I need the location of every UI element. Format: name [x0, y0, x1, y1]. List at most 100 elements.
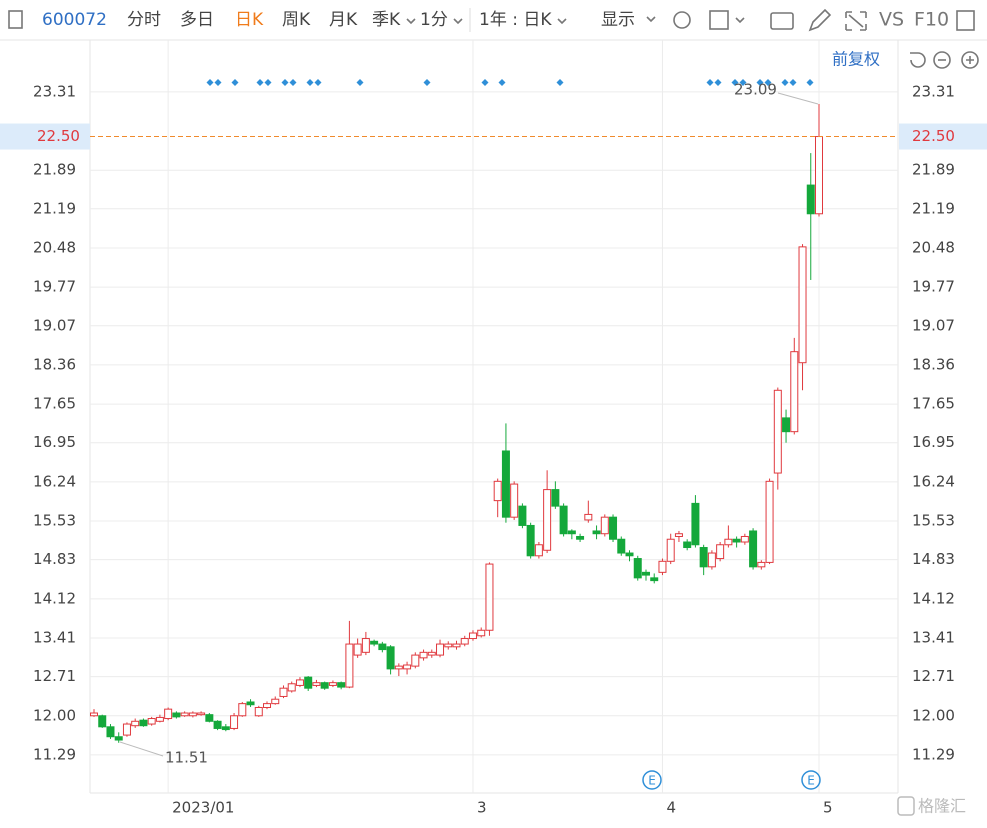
candle-body [633, 558, 642, 579]
y-tick-label: 14.12 [33, 589, 76, 607]
y-tick-label: 13.41 [912, 628, 955, 646]
signal-marker [764, 79, 772, 86]
candle-body [798, 246, 807, 364]
candle-body [600, 516, 609, 535]
fullscreen-icon[interactable] [845, 11, 867, 31]
last-price-label: 22.50 [37, 127, 80, 145]
event-marker[interactable] [801, 770, 821, 790]
signal-marker [423, 79, 431, 86]
candle-body [353, 643, 362, 656]
candle-body [403, 664, 412, 670]
candle-body [279, 687, 288, 697]
candle-body [815, 136, 823, 215]
y-tick-label: 12.71 [912, 667, 955, 685]
signal-marker [731, 79, 739, 86]
x-tick-label: 5 [823, 799, 833, 817]
candle-body [213, 720, 222, 729]
candle-body [287, 683, 296, 692]
y-tick-label: 20.48 [33, 238, 76, 256]
checkbox-icon[interactable] [709, 10, 729, 30]
settings-icon[interactable] [673, 11, 691, 29]
tab-active[interactable]: 日K [235, 10, 264, 30]
candle-body [122, 723, 131, 736]
signal-marker [256, 79, 264, 86]
stock-code[interactable]: 600072 [42, 10, 107, 30]
y-tick-label: 18.36 [33, 355, 76, 373]
tab[interactable]: 多日 [180, 10, 214, 30]
annotation: 23.09 [734, 81, 777, 99]
candle-body [452, 643, 461, 648]
dropdown-arrow [406, 18, 416, 25]
candle-body [592, 530, 601, 535]
zoom-out-icon[interactable] [933, 51, 951, 69]
candle-body [724, 538, 733, 546]
tab[interactable]: 1分 [420, 10, 448, 30]
candle-body [114, 736, 123, 741]
zoom-in-icon[interactable] [961, 51, 979, 69]
tab[interactable]: 分时 [127, 10, 161, 30]
candle-body [90, 712, 98, 717]
tab[interactable]: F10 [914, 9, 949, 31]
signal-marker [756, 79, 764, 86]
candle-body [419, 651, 428, 659]
signal-marker [356, 79, 364, 86]
candle-body [180, 712, 189, 717]
candle-body [172, 712, 181, 718]
y-tick-label: 12.71 [33, 667, 76, 685]
y-tick-label: 19.77 [912, 278, 955, 296]
y-tick-label: 19.77 [33, 278, 76, 296]
candle-body [394, 665, 403, 670]
candle-body [683, 541, 692, 549]
candle-body [328, 682, 337, 686]
candle-body [221, 726, 230, 731]
tab[interactable]: 显示 [601, 10, 635, 30]
signal-marker [214, 79, 222, 86]
y-tick-label: 15.53 [912, 512, 955, 530]
candle-body [765, 480, 774, 563]
candle-body [609, 516, 618, 540]
y-tick-label: 21.19 [33, 199, 76, 217]
candle-body [674, 533, 683, 537]
y-tick-label: 12.00 [912, 706, 955, 724]
tab[interactable]: 季K [372, 10, 401, 30]
candle-body [312, 682, 321, 686]
annotation-leader [119, 741, 164, 757]
tab[interactable]: 1年 : 日K [479, 10, 552, 30]
candle-body [155, 716, 164, 722]
candle-body [378, 643, 387, 651]
candle-body [534, 544, 543, 557]
candle-body [304, 676, 313, 689]
signal-marker [714, 79, 722, 86]
panel-icon[interactable] [956, 10, 975, 31]
candle-body [460, 638, 469, 645]
adjust-button[interactable]: 前复权 [832, 50, 880, 69]
candle-body [386, 646, 395, 670]
tab[interactable]: 月K [329, 10, 358, 30]
candle-body [271, 698, 280, 705]
candle-body [658, 560, 667, 573]
draw-icon[interactable] [808, 8, 832, 32]
tab[interactable]: 周K [282, 10, 311, 30]
annotation-leader [777, 92, 819, 105]
signal-marker [314, 79, 322, 86]
candle-body [485, 563, 494, 631]
candle-body [782, 417, 791, 433]
sidebar-icon[interactable] [8, 10, 23, 29]
candle-body [444, 643, 453, 648]
y-tick-label: 19.07 [912, 316, 955, 334]
tab[interactable]: VS [879, 9, 904, 31]
watermark-logo [897, 796, 915, 816]
y-tick-label: 23.31 [33, 82, 76, 100]
reset-icon[interactable] [910, 52, 926, 68]
event-marker[interactable] [642, 770, 662, 790]
camera-icon[interactable] [770, 12, 794, 30]
y-tick-label: 21.19 [912, 199, 955, 217]
marks: 23.31 23.31 21.89 21.89 21.19 21.19 20.48 20.48… [0, 40, 987, 817]
candle-body [263, 703, 272, 708]
dropdown-arrow [735, 17, 745, 24]
candle-body [543, 489, 552, 551]
candle-body [510, 483, 519, 518]
last-price-box [0, 123, 90, 150]
